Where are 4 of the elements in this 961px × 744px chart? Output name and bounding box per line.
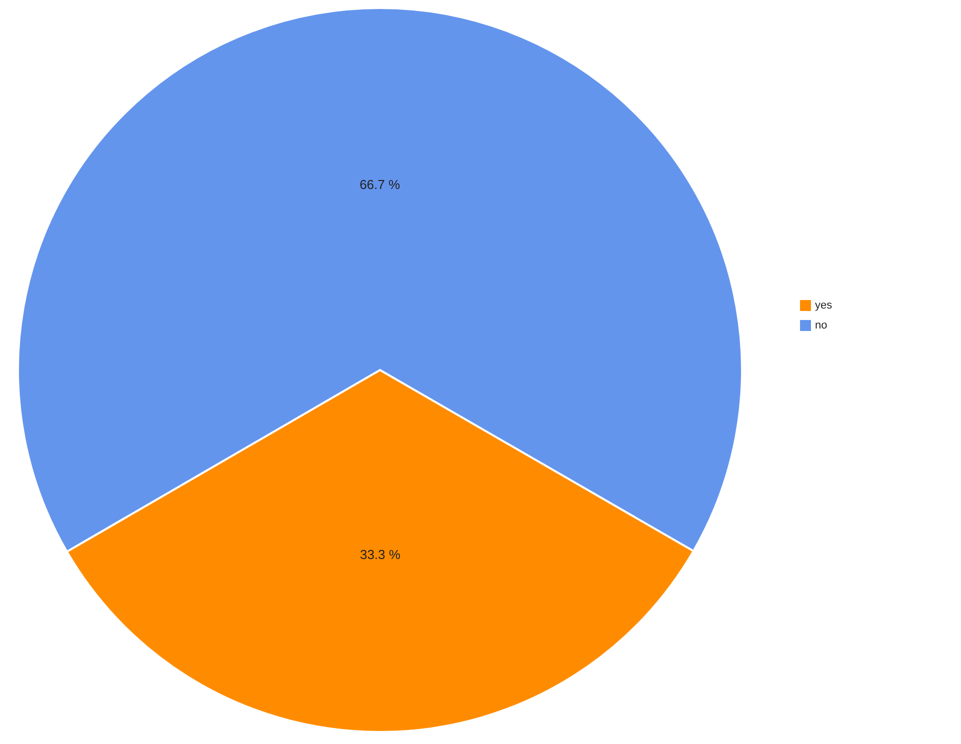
legend-label: yes	[815, 300, 833, 312]
data-label: 33.3 %	[360, 547, 401, 562]
legend-label: no	[815, 320, 828, 332]
data-label: 66.7 %	[360, 177, 400, 192]
